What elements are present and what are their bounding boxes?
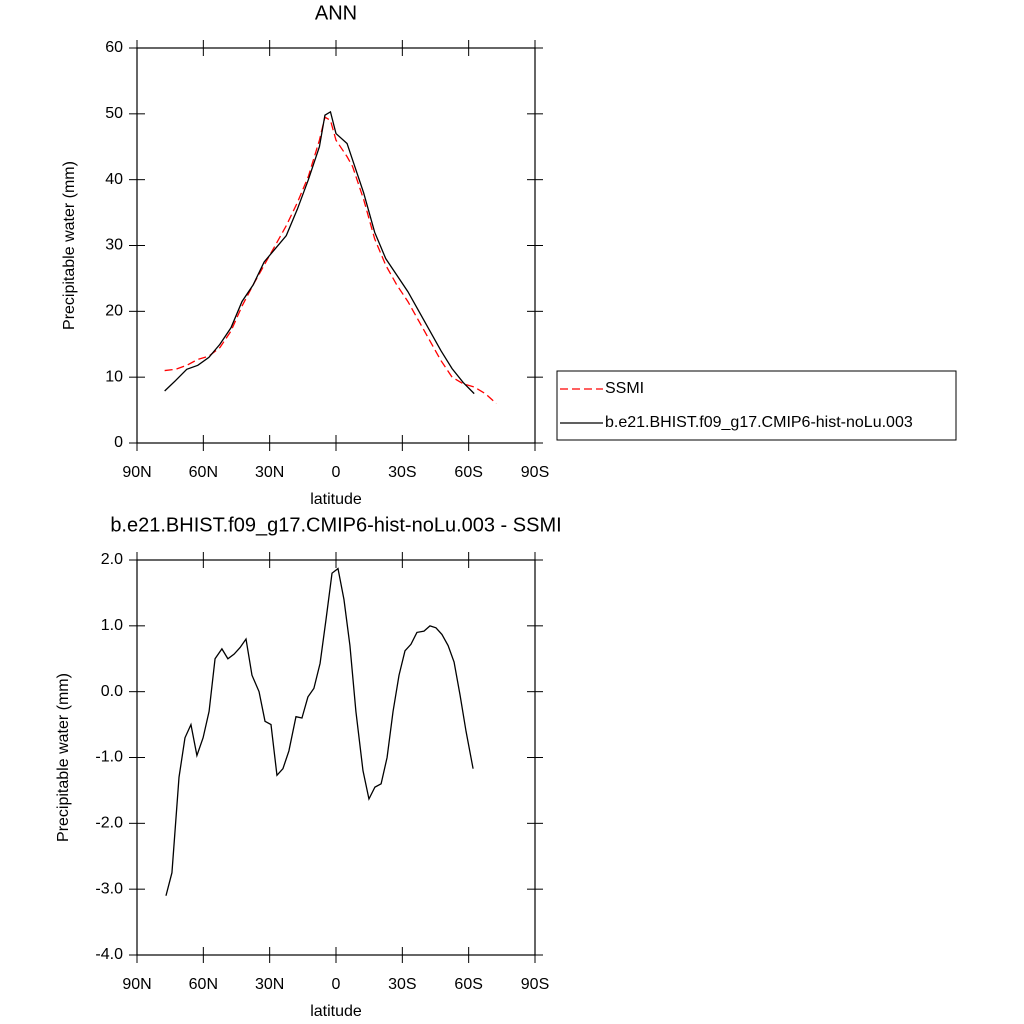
line (165, 567, 474, 896)
y-axis-label: Precipitable water (mm) (55, 673, 72, 842)
chart-title: b.e21.BHIST.f09_g17.CMIP6-hist-noLu.003 … (110, 514, 561, 536)
chart-title: ANN (315, 2, 357, 24)
y-tick-label: -4.0 (95, 946, 123, 963)
x-tick-label: 60S (454, 976, 482, 993)
legend-label: SSMI (605, 380, 644, 397)
y-tick-label: 0.0 (101, 683, 123, 700)
x-tick-label: 0 (332, 976, 341, 993)
x-tick-label: 30N (255, 976, 284, 993)
y-tick-label: 1.0 (101, 617, 123, 634)
x-tick-label: 60N (189, 976, 218, 993)
x-tick-label: 90S (521, 464, 549, 481)
y-axis-label: Precipitable water (mm) (61, 161, 78, 330)
x-axis-label: latitude (310, 1003, 362, 1020)
y-tick-label: 40 (105, 171, 123, 188)
y-tick-label: 2.0 (101, 551, 123, 568)
x-tick-label: 30S (388, 464, 416, 481)
x-tick-label: 90N (122, 464, 151, 481)
legend-label: b.e21.BHIST.f09_g17.CMIP6-hist-noLu.003 (605, 414, 913, 431)
y-tick-label: -3.0 (95, 880, 123, 897)
x-tick-label: 90N (122, 976, 151, 993)
x-tick-label: 30S (388, 976, 416, 993)
y-tick-label: -2.0 (95, 815, 123, 832)
x-tick-label: 60S (454, 464, 482, 481)
y-tick-label: -1.0 (95, 749, 123, 766)
y-tick-label: 0 (114, 434, 123, 451)
x-tick-label: 60N (189, 464, 218, 481)
line-0 (164, 116, 497, 404)
plot-frame (136, 47, 536, 444)
x-axis-label: latitude (310, 491, 362, 508)
line-1 (164, 110, 475, 395)
plot-frame (136, 559, 536, 956)
y-tick-label: 60 (105, 39, 123, 56)
y-tick-label: 50 (105, 105, 123, 122)
x-tick-label: 0 (332, 464, 341, 481)
y-tick-label: 10 (105, 368, 123, 385)
y-tick-label: 30 (105, 237, 123, 254)
y-tick-label: 20 (105, 303, 123, 320)
x-tick-label: 30N (255, 464, 284, 481)
x-tick-label: 90S (521, 976, 549, 993)
legend-box (556, 370, 957, 441)
